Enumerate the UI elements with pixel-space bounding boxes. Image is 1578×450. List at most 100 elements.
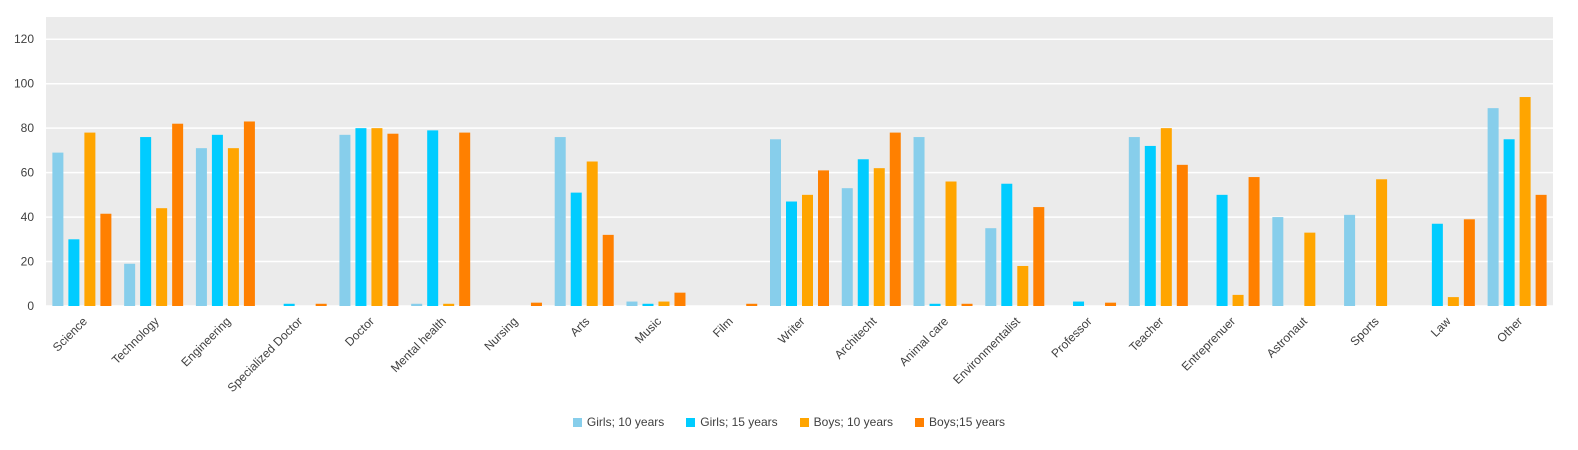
x-tick-label: Technology [109,314,162,367]
legend-label: Girls; 15 years [700,415,778,429]
x-tick-label: Engineering [178,314,233,369]
bar [746,303,758,306]
x-tick-label: Doctor [342,314,377,349]
x-tick-label: Teacher [1126,314,1166,354]
bar [1487,108,1499,307]
bar [411,303,423,306]
bar-chart: 0 20 40 60 80 100 120 Science Technology Engineer… [14,17,1553,395]
bar [1176,164,1188,306]
x-tick-label: Law [1428,314,1454,340]
bar [1304,232,1316,306]
bar [985,228,997,306]
chart-legend: Girls; 10 years Girls; 15 years Boys; 10 y… [0,415,1578,429]
bar [140,137,152,306]
x-tick-label: Animal care [896,314,951,369]
legend-swatch [686,417,696,427]
bar [443,303,455,306]
legend-label: Boys;15 years [929,415,1006,429]
bar [156,208,168,306]
bar [889,132,901,306]
bar [52,152,64,306]
legend-item: Girls; 10 years [572,415,665,429]
bar [1001,183,1013,306]
legend-swatch [799,417,809,427]
bar [658,301,670,306]
bar [1463,219,1475,306]
bar [355,128,367,306]
bar [427,130,439,306]
bar [1160,128,1172,306]
x-tick-label: Music [632,314,664,346]
plot-area [46,17,1553,306]
y-tick-label: 120 [14,32,34,46]
bar [84,132,96,306]
y-tick-label: 100 [14,77,34,91]
bar [770,139,781,306]
bar [1144,145,1156,306]
y-tick-label: 20 [21,255,35,269]
bar [913,137,925,306]
bar [315,303,327,306]
legend-item: Girls; 15 years [686,415,778,429]
bar [1376,179,1388,306]
legend-swatch [572,417,582,427]
x-tick-label: Mental health [388,314,449,375]
y-tick-label: 40 [21,210,35,224]
bar [1447,297,1459,306]
bar [857,159,869,306]
bar [1105,302,1117,306]
bar [172,123,184,306]
bar [1033,207,1045,306]
bar [371,128,383,306]
x-tick-label: Arts [567,314,592,339]
x-tick-label: Environmentalist [950,314,1023,387]
bar [387,133,399,306]
x-tick-label: Film [710,314,736,340]
bar [841,188,853,306]
bar [929,303,941,306]
bar [961,303,973,306]
x-tick-label: Other [1494,314,1525,345]
bar [339,134,351,306]
bar [68,239,80,306]
bar [1535,194,1547,306]
bar [1519,97,1531,307]
legend-swatch [915,417,925,427]
legend-label: Girls; 10 years [586,415,665,429]
legend-item: Boys; 10 years [799,415,894,429]
bar [642,303,654,306]
bar [554,137,566,306]
bar [1216,194,1228,306]
x-tick-label: Professor [1048,314,1094,360]
bar [1248,177,1260,306]
bar [1431,223,1443,306]
bar [945,181,957,306]
y-tick-label: 0 [27,299,34,313]
bar [1017,265,1029,306]
bar [626,301,638,306]
x-tick-label: Writer [775,314,807,346]
y-tick-label: 60 [21,166,35,180]
bar [459,132,471,306]
x-tick-label: Entreprenuer [1179,314,1238,373]
x-tick-label: Sports [1347,314,1381,348]
bar [1272,217,1284,306]
bar [1503,139,1515,306]
bar [674,292,686,306]
x-tick-label: Astronaut [1264,314,1311,361]
x-tick-label: Architecht [832,314,880,362]
bar [1232,294,1244,306]
bar [818,170,829,306]
x-tick-label: Nursing [481,314,520,353]
bar [802,194,813,306]
bar [124,263,136,306]
bar [786,201,797,306]
y-tick-label: 80 [21,121,35,135]
bar [243,121,255,306]
bar [873,168,885,306]
legend-label: Boys; 10 years [813,415,894,429]
bar [283,303,295,306]
bar [100,213,112,306]
bar [530,302,542,306]
x-tick-label: Specialized Doctor [225,314,306,395]
